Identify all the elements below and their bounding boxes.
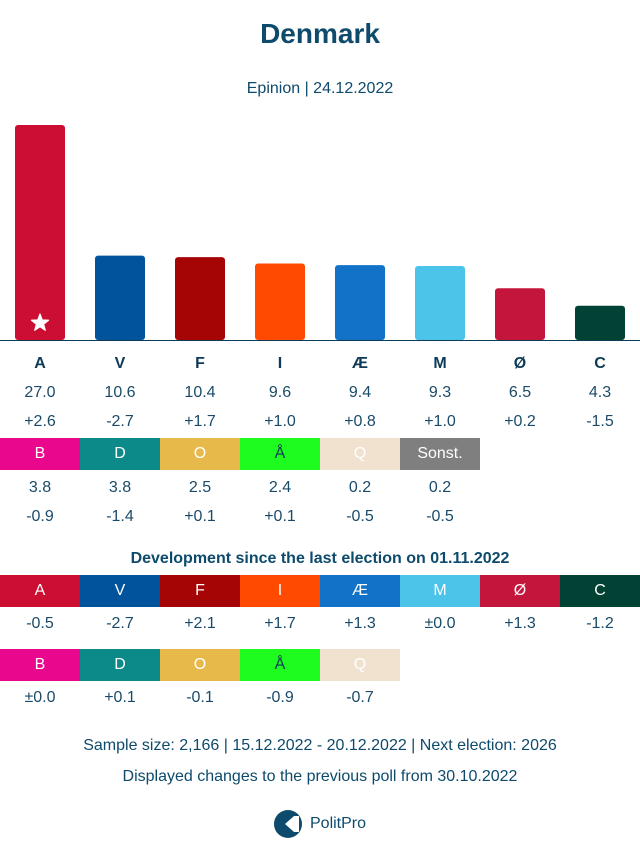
- development-party-label: C: [560, 575, 640, 607]
- politpro-logo[interactable]: PolitPro: [274, 810, 366, 838]
- development-change: +0.1: [104, 689, 136, 706]
- party-value: 4.3: [588, 384, 612, 401]
- development-change-row-2: ±0.0 +0.1 -0.1 -0.9 -0.7: [0, 682, 640, 714]
- party-label: A: [34, 355, 46, 372]
- party-value: 9.6: [268, 384, 292, 401]
- bar-C[interactable]: [575, 305, 625, 340]
- development-change: +1.7: [264, 615, 296, 632]
- development-party-label: A: [0, 575, 80, 607]
- party-value: 0.2: [348, 479, 372, 496]
- party-value: 0.2: [428, 479, 452, 496]
- development-change: -0.1: [186, 689, 214, 706]
- development-change: -0.7: [346, 689, 374, 706]
- development-party-label: D: [80, 649, 160, 681]
- party-change: -1.5: [586, 413, 614, 430]
- party-label-box: Q: [320, 438, 400, 470]
- development-party-label: F: [160, 575, 240, 607]
- bar-chart: [0, 125, 640, 341]
- small-party-label-row: B D O Å Q Sonst.: [0, 438, 640, 470]
- bar-A[interactable]: [15, 125, 65, 340]
- bar-M[interactable]: [415, 265, 465, 340]
- development-party-label: Q: [320, 649, 400, 681]
- party-change: +0.8: [344, 413, 376, 430]
- party-change: -0.9: [26, 508, 54, 525]
- party-label: C: [594, 355, 606, 372]
- bar-F[interactable]: [175, 257, 225, 340]
- development-party-label: I: [240, 575, 320, 607]
- development-change: ±0.0: [424, 615, 456, 632]
- party-value: 2.5: [188, 479, 212, 496]
- party-change: +2.6: [24, 413, 56, 430]
- development-change-row: -0.5 -2.7 +2.1 +1.7 +1.3 ±0.0 +1.3 -1.2: [0, 608, 640, 640]
- party-change: +1.7: [184, 413, 216, 430]
- small-party-change-row: -0.9 -1.4 +0.1 +0.1 -0.5 -0.5: [0, 501, 640, 533]
- change-row: +2.6 -2.7 +1.7 +1.0 +0.8 +1.0 +0.2 -1.5: [0, 406, 640, 438]
- party-label: Æ: [352, 355, 368, 372]
- party-label: F: [195, 355, 205, 372]
- party-value: 2.4: [268, 479, 292, 496]
- party-change: -0.5: [426, 508, 454, 525]
- party-change: +0.2: [504, 413, 536, 430]
- party-value: 3.8: [108, 479, 132, 496]
- development-party-label: V: [80, 575, 160, 607]
- party-label-box: B: [0, 438, 80, 470]
- politpro-logo-icon: [274, 810, 302, 838]
- party-label-box: Å: [240, 438, 320, 470]
- bar-Æ[interactable]: [335, 265, 385, 340]
- development-party-label: Æ: [320, 575, 400, 607]
- party-label-box: D: [80, 438, 160, 470]
- development-change: +1.3: [504, 615, 536, 632]
- leader-star-icon: [30, 313, 50, 331]
- party-change: -2.7: [106, 413, 134, 430]
- bar-Ø[interactable]: [495, 288, 545, 340]
- party-change: +1.0: [424, 413, 456, 430]
- party-label: V: [114, 355, 126, 372]
- party-value: 9.3: [428, 384, 452, 401]
- party-change: +0.1: [184, 508, 216, 525]
- party-label: M: [433, 355, 447, 372]
- development-change: +2.1: [184, 615, 216, 632]
- value-row: 27.0 10.6 10.4 9.6 9.4 9.3 6.5 4.3: [0, 377, 640, 409]
- party-change: +1.0: [264, 413, 296, 430]
- bar-I[interactable]: [255, 263, 305, 340]
- brand-name: PolitPro: [310, 815, 367, 832]
- party-label-box: O: [160, 438, 240, 470]
- party-label: Ø: [513, 355, 527, 372]
- development-title: Development since the last election on 0…: [130, 550, 510, 567]
- party-value: 10.4: [184, 384, 216, 401]
- development-party-label: O: [160, 649, 240, 681]
- party-change: -1.4: [106, 508, 134, 525]
- development-party-label: M: [400, 575, 480, 607]
- party-change: +0.1: [264, 508, 296, 525]
- development-change: -0.9: [266, 689, 294, 706]
- development-party-label: B: [0, 649, 80, 681]
- development-change: +1.3: [344, 615, 376, 632]
- party-value: 10.6: [104, 384, 136, 401]
- party-value: 6.5: [508, 384, 532, 401]
- chart-title: Denmark: [260, 18, 380, 49]
- development-change: -1.2: [586, 615, 614, 632]
- party-value: 9.4: [348, 384, 372, 401]
- party-value: 27.0: [24, 384, 56, 401]
- party-label: I: [277, 355, 283, 372]
- party-change: -0.5: [346, 508, 374, 525]
- party-value: 3.8: [28, 479, 52, 496]
- previous-poll-note: Displayed changes to the previous poll f…: [122, 768, 518, 785]
- sample-info: Sample size: 2,166 | 15.12.2022 - 20.12.…: [83, 737, 557, 754]
- development-party-label: Ø: [480, 575, 560, 607]
- chart-subtitle: Epinion | 24.12.2022: [246, 80, 394, 97]
- development-change: ±0.0: [24, 689, 56, 706]
- development-change: -0.5: [26, 615, 54, 632]
- development-change: -2.7: [106, 615, 134, 632]
- small-party-value-row: 3.8 3.8 2.5 2.4 0.2 0.2: [0, 472, 640, 504]
- bar-V[interactable]: [95, 255, 145, 340]
- development-party-label: Å: [240, 649, 320, 681]
- party-label-box: Sonst.: [400, 438, 480, 470]
